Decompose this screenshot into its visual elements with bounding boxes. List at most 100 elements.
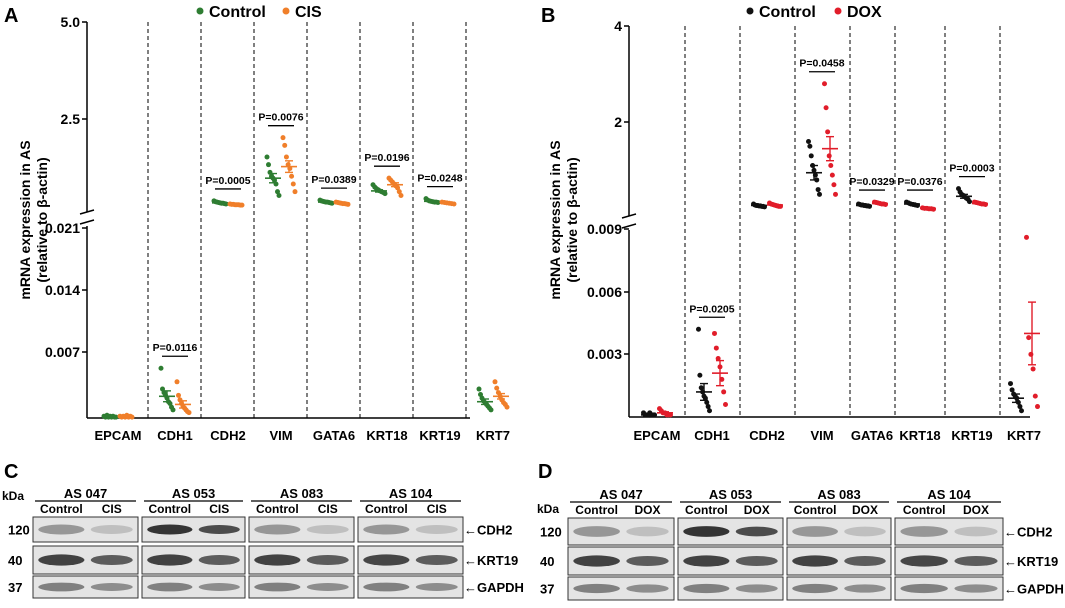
data-point (1019, 408, 1024, 414)
lane-label: DOX (963, 503, 989, 517)
kda-marker: 120 (540, 525, 562, 540)
category-label: GATA6 (313, 428, 355, 443)
band (683, 555, 730, 567)
band (573, 583, 620, 594)
data-point (1026, 335, 1032, 341)
data-point (280, 135, 286, 141)
data-point (705, 404, 711, 410)
band (306, 525, 349, 534)
protein-label: ←CDH2 (1004, 525, 1052, 540)
lane-label: DOX (634, 503, 660, 517)
category-label: CDH2 (749, 428, 784, 443)
band (90, 554, 133, 566)
b-tick-0-003: 0.003 (587, 346, 622, 362)
band (683, 583, 730, 594)
data-point (158, 365, 164, 371)
kda-marker: 120 (8, 523, 30, 538)
band (900, 526, 948, 537)
data-point (698, 385, 704, 391)
data-point (815, 187, 821, 193)
band (735, 584, 778, 593)
lane-label: Control (40, 502, 83, 516)
a-category-labels: EPCAM CDH1 CDH2 VIM GATA6 KRT18 KRT19 KRT7 (95, 428, 510, 443)
data-point (1024, 234, 1029, 240)
category-label: KRT7 (476, 428, 510, 443)
band (792, 583, 838, 594)
band (306, 554, 349, 566)
band (90, 525, 133, 534)
band (573, 526, 620, 537)
data-point (825, 129, 831, 135)
data-point (697, 372, 703, 378)
band (90, 583, 133, 591)
a-pvalues: P=0.0116 P=0.0005 P=0.0076 P=0.0389 P=0.0196… (153, 112, 463, 357)
protein-label: ←CDH2 (464, 523, 512, 538)
a-tick-0-007: 0.007 (45, 344, 80, 360)
protein-label: ←GAPDH (1004, 582, 1064, 597)
lane-label: Control (575, 503, 618, 517)
category-label: CDH1 (694, 428, 729, 443)
blot-strip (248, 575, 355, 599)
band (254, 582, 301, 592)
data-point (492, 379, 498, 385)
data-point (967, 199, 972, 205)
blot-strip (894, 576, 1004, 601)
a-tick-2-5: 2.5 (61, 111, 81, 127)
band (792, 555, 838, 567)
sample-label: AS 083 (280, 486, 323, 501)
band (900, 555, 948, 567)
band (954, 584, 998, 593)
data-point (283, 154, 289, 160)
data-point (712, 330, 717, 336)
data-point (715, 356, 721, 362)
data-point (289, 173, 295, 179)
panel-a-ylabel-1: mRNA expression in AS (17, 140, 33, 299)
band (38, 582, 85, 592)
kda-marker: 37 (540, 582, 554, 597)
data-point (290, 181, 296, 187)
legend-a-control: Control (209, 4, 266, 21)
category-label: EPCAM (634, 428, 681, 443)
category-label: VIM (810, 428, 833, 443)
category-label: KRT19 (951, 428, 992, 443)
legend-a-treat: CIS (295, 4, 322, 21)
blot-strip (677, 576, 784, 601)
data-point (721, 389, 727, 395)
pvalue-label: P=0.0376 (897, 176, 942, 188)
blot-strip (32, 575, 139, 599)
panel-c-kda: kDa (2, 489, 24, 503)
band (363, 582, 410, 592)
band (363, 524, 410, 535)
band (735, 526, 778, 537)
band (900, 583, 948, 594)
protein-label: ←KRT19 (464, 553, 518, 568)
band (198, 583, 240, 591)
band (415, 525, 458, 534)
legend-b-treat: DOX (847, 4, 882, 21)
data-point (382, 191, 388, 197)
lane-label: CIS (318, 502, 338, 516)
b-tick-2: 2 (614, 114, 622, 130)
band (954, 555, 998, 567)
data-point (829, 172, 835, 178)
data-point (174, 379, 180, 385)
b-separators (684, 26, 1001, 417)
data-point (823, 105, 829, 111)
data-point (275, 189, 280, 195)
blot-strip (357, 575, 464, 599)
panel-a-ylabel-2: (relative to β-actin) (34, 157, 50, 282)
category-label: KRT18 (366, 428, 407, 443)
pvalue-label: P=0.0196 (364, 152, 409, 164)
kda-marker: 40 (540, 554, 554, 569)
panel-d-kda: kDa (537, 502, 559, 516)
protein-label: ←KRT19 (1004, 554, 1058, 569)
data-point (1009, 387, 1015, 393)
band (844, 584, 886, 593)
data-point (494, 385, 500, 391)
pvalue-label: P=0.0076 (258, 112, 303, 124)
band (683, 526, 730, 537)
band (147, 582, 193, 592)
